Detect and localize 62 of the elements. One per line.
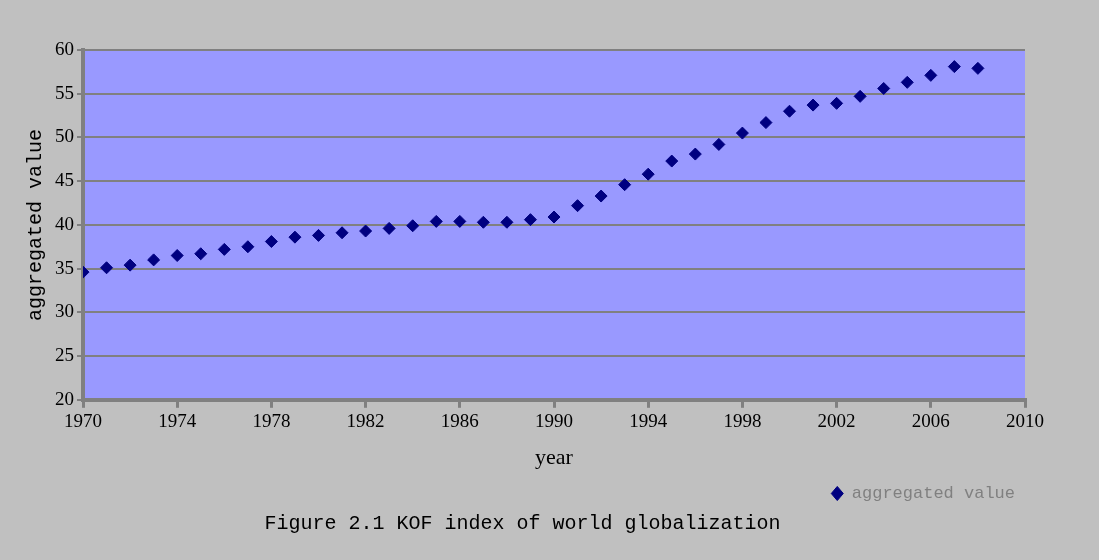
x-tick-label: 2006 (911, 410, 950, 432)
x-tick-label: 1970 (64, 410, 102, 432)
point (924, 68, 938, 82)
point (359, 224, 373, 238)
x-tick-label: 2002 (817, 410, 856, 432)
x-axis-title: year (535, 443, 574, 469)
point (453, 214, 467, 228)
point (900, 75, 914, 89)
y-tick-label: 40 (55, 212, 74, 234)
point (947, 60, 961, 74)
point (759, 116, 773, 130)
point (170, 249, 184, 263)
point (264, 235, 278, 249)
y-tick-label: 55 (55, 81, 74, 103)
point (735, 126, 749, 140)
y-tick-label: 20 (55, 387, 74, 409)
point (641, 167, 655, 181)
point (712, 137, 726, 151)
point (500, 215, 514, 229)
point (688, 147, 702, 161)
point (971, 61, 985, 75)
y-tick-label: 60 (55, 37, 74, 59)
x-tick-label: 1998 (723, 410, 762, 432)
x-tick-label: 2010 (1006, 410, 1044, 432)
point (594, 189, 608, 203)
point (618, 178, 632, 192)
text: Figure 2.1 KOF index of world globalization (264, 512, 781, 536)
point (429, 214, 443, 228)
y-tick-label: 35 (55, 256, 74, 278)
point (853, 89, 867, 103)
x-tick-label: 1982 (346, 410, 385, 432)
point (194, 247, 208, 261)
point (571, 199, 585, 213)
x-tick-label: 1986 (440, 410, 479, 432)
y-tick-label: 30 (55, 300, 74, 322)
point (312, 228, 325, 242)
point (217, 242, 231, 256)
y-tick-label: 50 (55, 125, 74, 147)
x-tick-label: 1978 (252, 410, 291, 432)
point (288, 230, 302, 244)
point (783, 104, 796, 118)
point (665, 154, 679, 168)
y-tick-label: 25 (55, 344, 74, 366)
point (100, 261, 114, 275)
point (123, 258, 137, 272)
y-tick-label: 45 (55, 169, 74, 191)
point (335, 226, 349, 240)
point (241, 240, 255, 254)
point (806, 98, 820, 112)
x-tick-label: 1974 (158, 410, 197, 432)
x-tick-label: 1994 (629, 410, 668, 432)
point (877, 81, 891, 95)
point (547, 210, 561, 224)
legend-label: aggregated value (851, 484, 1016, 503)
point (476, 215, 490, 229)
point (830, 96, 844, 110)
point (406, 219, 420, 233)
y-axis-title: aggregated value (24, 128, 48, 321)
point (147, 253, 161, 267)
point (382, 221, 396, 235)
x-tick-label: 1990 (535, 410, 573, 432)
point (523, 213, 537, 227)
